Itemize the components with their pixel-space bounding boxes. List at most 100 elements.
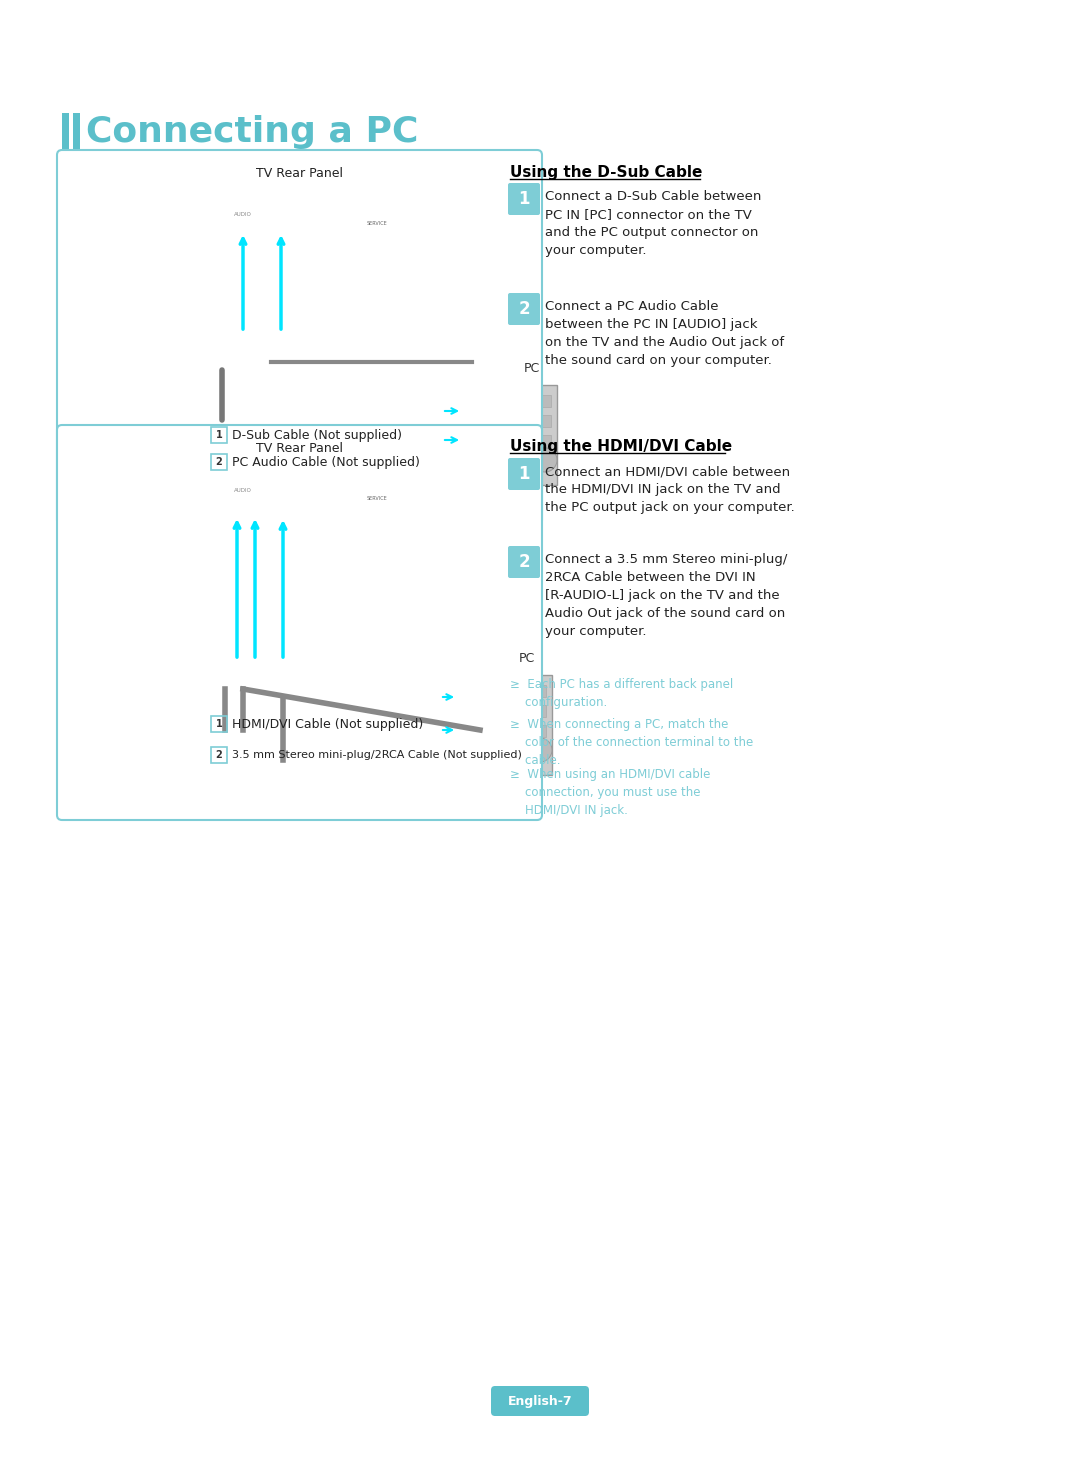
Text: Using the HDMI/DVI Cable: Using the HDMI/DVI Cable — [510, 438, 732, 454]
Bar — [262, 210, 300, 232]
FancyBboxPatch shape — [508, 293, 540, 325]
Bar — [457, 689, 477, 704]
Text: PC: PC — [278, 212, 284, 216]
Bar — [207, 567, 239, 584]
Text: PC IN: PC IN — [267, 197, 287, 203]
Circle shape — [212, 350, 232, 370]
Bar — [157, 215, 179, 237]
Text: English-7: English-7 — [508, 1395, 572, 1407]
Text: 2: 2 — [216, 750, 222, 760]
Bar — [157, 490, 179, 512]
Circle shape — [323, 266, 341, 284]
Text: ≥  When using an HDMI/DVI cable
    connection, you must use the
    HDMI/DVI IN: ≥ When using an HDMI/DVI cable connectio… — [510, 767, 711, 817]
Circle shape — [460, 723, 474, 736]
Bar — [307, 567, 339, 584]
Bar — [227, 190, 327, 210]
Text: Connect a 3.5 mm Stereo mini-plug/
2RCA Cable between the DVI IN
[R-AUDIO-L] jac: Connect a 3.5 mm Stereo mini-plug/ 2RCA … — [545, 553, 787, 638]
Text: AUDIO: AUDIO — [234, 488, 252, 492]
Bar — [157, 293, 189, 309]
Circle shape — [246, 516, 264, 534]
Bar — [307, 293, 339, 309]
Circle shape — [234, 670, 252, 689]
Bar — [262, 485, 300, 507]
Text: HDMI/DVI Cable (Not supplied): HDMI/DVI Cable (Not supplied) — [232, 717, 423, 731]
Circle shape — [293, 266, 311, 284]
Circle shape — [293, 541, 311, 559]
Bar — [269, 670, 297, 700]
Circle shape — [216, 670, 234, 689]
Bar — [508, 725, 546, 736]
Circle shape — [377, 539, 397, 560]
Text: PC: PC — [518, 653, 535, 664]
Text: 2: 2 — [518, 553, 530, 570]
Circle shape — [377, 265, 397, 285]
Text: Connect an HDMI/DVI cable between
the HDMI/DVI IN jack on the TV and
the PC outp: Connect an HDMI/DVI cable between the HD… — [545, 465, 795, 514]
Text: D-Sub Cable (Not supplied): D-Sub Cable (Not supplied) — [232, 428, 402, 441]
Circle shape — [183, 266, 201, 284]
Circle shape — [233, 266, 251, 284]
Bar — [357, 293, 389, 309]
Text: Connecting a PC: Connecting a PC — [86, 115, 418, 148]
Text: 1: 1 — [216, 719, 222, 729]
Circle shape — [217, 354, 227, 365]
Bar — [508, 706, 546, 717]
Bar — [229, 485, 257, 507]
Bar — [157, 514, 179, 537]
Bar — [272, 673, 294, 695]
Bar — [362, 490, 392, 539]
FancyBboxPatch shape — [141, 179, 417, 345]
Bar — [257, 345, 285, 381]
Text: PC IN: PC IN — [267, 472, 287, 478]
Circle shape — [464, 434, 478, 447]
FancyBboxPatch shape — [57, 150, 542, 525]
Text: AUDIO: AUDIO — [234, 212, 252, 216]
Bar — [507, 385, 557, 485]
Bar — [157, 567, 189, 584]
Circle shape — [208, 266, 226, 284]
Circle shape — [208, 541, 226, 559]
FancyBboxPatch shape — [141, 456, 417, 620]
Text: PC: PC — [524, 362, 540, 375]
Text: ≥  When connecting a PC, match the
    color of the connection terminal to the
 : ≥ When connecting a PC, match the color … — [510, 717, 753, 767]
Bar — [257, 293, 289, 309]
Circle shape — [534, 448, 557, 472]
Circle shape — [158, 266, 176, 284]
Circle shape — [158, 541, 176, 559]
FancyBboxPatch shape — [508, 545, 540, 578]
Text: Using the D-Sub Cable: Using the D-Sub Cable — [510, 165, 702, 179]
Text: TV Rear Panel: TV Rear Panel — [256, 166, 343, 179]
Text: 3.5 mm Stereo mini-plug/2RCA Cable (Not supplied): 3.5 mm Stereo mini-plug/2RCA Cable (Not … — [232, 750, 522, 760]
Bar — [62, 113, 69, 151]
Bar — [513, 456, 551, 467]
Text: SERVICE: SERVICE — [366, 495, 388, 500]
Bar — [73, 113, 80, 151]
Bar — [229, 210, 257, 232]
Text: 1: 1 — [216, 431, 222, 440]
Text: 1: 1 — [518, 465, 530, 484]
Text: 2: 2 — [518, 300, 530, 318]
Bar — [502, 675, 552, 775]
Text: 2: 2 — [216, 457, 222, 467]
Bar — [357, 567, 389, 584]
Text: Connect a D-Sub Cable between
PC IN [PC] connector on the TV
and the PC output c: Connect a D-Sub Cable between PC IN [PC]… — [545, 190, 761, 257]
Bar — [513, 435, 551, 447]
Circle shape — [183, 541, 201, 559]
Text: HDMI/DVI IN: HDMI/DVI IN — [266, 488, 296, 492]
Circle shape — [228, 516, 246, 534]
FancyBboxPatch shape — [491, 1386, 589, 1416]
Bar — [508, 685, 546, 697]
Circle shape — [323, 541, 341, 559]
FancyBboxPatch shape — [508, 182, 540, 215]
Bar — [462, 406, 480, 417]
Circle shape — [528, 738, 552, 761]
Circle shape — [233, 541, 251, 559]
Text: ≥  Each PC has a different back panel
    configuration.: ≥ Each PC has a different back panel con… — [510, 678, 733, 709]
FancyBboxPatch shape — [508, 459, 540, 490]
Bar — [257, 567, 289, 584]
Bar — [457, 385, 502, 485]
Bar — [508, 745, 546, 757]
Bar — [513, 415, 551, 426]
Bar — [513, 395, 551, 407]
Bar — [227, 465, 327, 485]
Circle shape — [264, 266, 281, 284]
